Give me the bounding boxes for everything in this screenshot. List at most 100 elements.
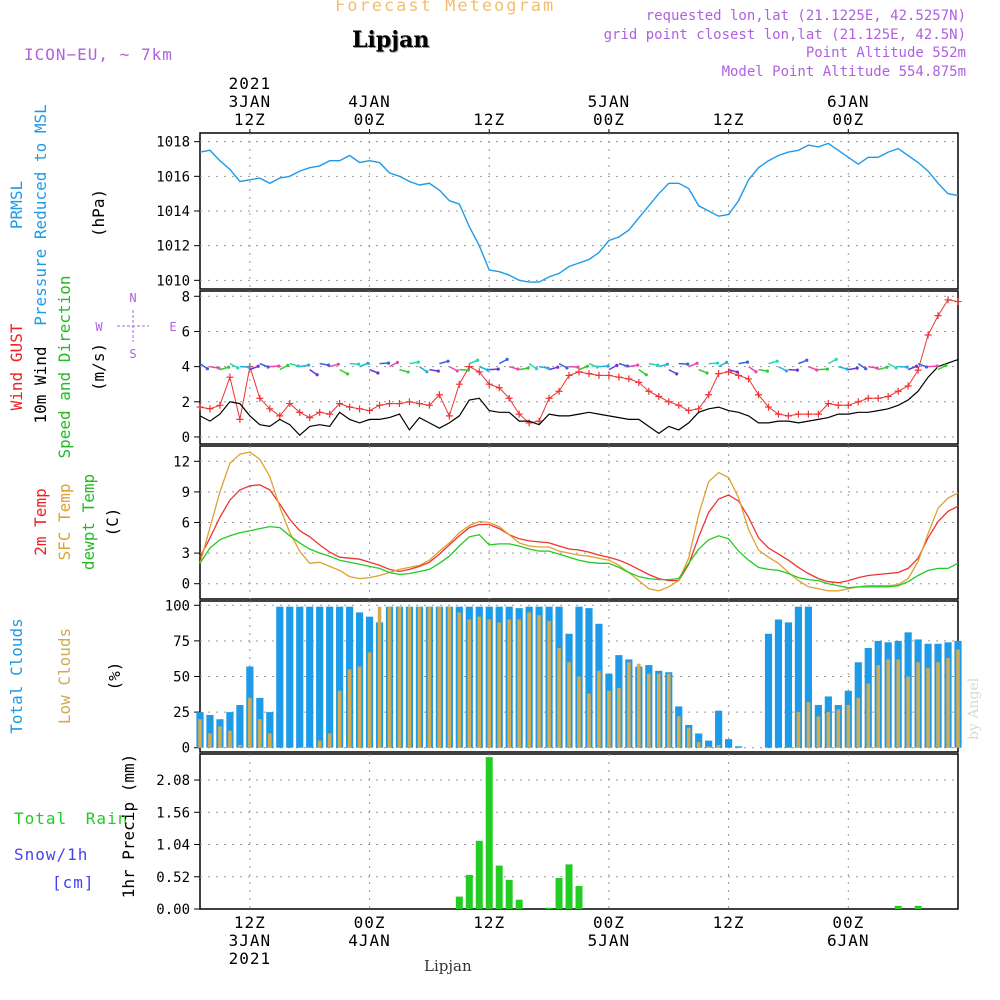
bottom-time-label: 12Z: [713, 913, 745, 932]
wind-panel-frame: [199, 290, 959, 445]
wind-gust-point: [954, 298, 962, 306]
wind-direction-arrowhead: [326, 363, 331, 367]
bottom-time-label: 12Z: [473, 913, 505, 932]
precip-bar: [545, 907, 553, 909]
total-cloud-bar: [206, 714, 214, 748]
low-cloud-bar: [467, 619, 472, 748]
low-cloud-bar: [407, 606, 412, 748]
wind-direction-arrowhead: [724, 360, 729, 364]
compass-s-label: S: [129, 347, 136, 361]
wind-gust-point: [585, 370, 593, 378]
wind-ytick-label: 8: [182, 289, 190, 305]
wind-direction-arrowhead: [376, 371, 380, 375]
low-cloud-bar: [686, 727, 691, 748]
wind-direction-arrowhead: [935, 364, 939, 368]
wind-direction-arrowhead: [455, 369, 459, 373]
compass-e-label: E: [169, 320, 176, 334]
point-altitude: Point Altitude 552m: [805, 45, 966, 61]
precip-bar: [475, 840, 483, 909]
app-title: Forecast Meteogram: [335, 0, 556, 16]
pressure-ytick-label: 1012: [156, 239, 190, 255]
wind-direction-arrowhead: [606, 364, 610, 368]
wind-gust-point: [874, 394, 882, 402]
wind-direction-arrowhead: [644, 373, 648, 377]
low-cloud-bar: [327, 733, 332, 748]
wind-gust-point: [784, 412, 792, 420]
total-cloud-bar: [585, 608, 593, 748]
wind-direction-arrowhead: [296, 364, 301, 368]
bottom-time-label: 00Z: [593, 913, 625, 932]
low-cloud-bar: [656, 673, 661, 748]
pressure-axis-label: Pressure Reduced to MSL: [31, 104, 50, 326]
temperature-ytick-label: 6: [182, 516, 190, 532]
wind-gust-point: [655, 393, 663, 401]
wind-direction-arrowhead: [236, 366, 240, 370]
wind-direction-arrowhead: [386, 361, 391, 365]
clouds-axis-label: Low Clouds: [55, 628, 74, 724]
low-cloud-bar: [557, 648, 561, 748]
wind-axis-label: (m/s): [89, 343, 108, 391]
wind-gust-point: [485, 380, 493, 388]
low-cloud-bar: [826, 712, 831, 748]
wind-gust-point: [425, 401, 433, 409]
wind-gust-point: [415, 400, 423, 408]
wind-gust-point: [884, 393, 892, 401]
wind-gust-point: [326, 410, 334, 418]
wind-direction-arrowhead: [526, 366, 530, 370]
pressure-line: [199, 142, 959, 283]
wind-direction-arrowhead: [247, 365, 251, 369]
wind-gust-point: [206, 405, 214, 413]
bottom-time-label: 12Z: [234, 913, 266, 932]
wind-direction-arrowhead: [656, 363, 660, 367]
wind-direction-arrowhead: [914, 364, 919, 368]
temperature-ytick-label: 9: [182, 485, 190, 501]
pressure-ytick-label: 1016: [156, 169, 190, 185]
total-cloud-bar: [326, 606, 334, 748]
wind-direction-arrowhead: [944, 363, 948, 367]
temperature-ytick-label: 3: [182, 546, 190, 562]
wind-direction-arrowhead: [894, 366, 898, 370]
low-cloud-bar: [218, 726, 222, 748]
precipitation-ytick-label: 2.08: [156, 773, 190, 789]
legend-snow: Snow/1h: [14, 845, 89, 864]
wind-direction-arrowhead: [636, 363, 640, 367]
low-cloud-bar: [537, 615, 541, 748]
wind-ytick-label: 0: [182, 430, 190, 446]
wind-gust-point: [505, 394, 513, 402]
wind-direction-arrowhead: [217, 366, 221, 370]
top-time-label: 12Z: [473, 110, 505, 129]
wind-gust-point: [395, 400, 403, 408]
wind-speed-line: [199, 359, 959, 437]
legend-total-rain: Total Rain: [14, 809, 129, 828]
bottom-time-label: 00Z: [832, 913, 864, 932]
wind-gust-point: [914, 366, 922, 374]
low-cloud-bar: [527, 612, 531, 748]
wind-axis-label: 10m Wind: [31, 346, 50, 423]
bottom-time-label: 00Z: [354, 913, 386, 932]
wind-direction-arrowhead: [834, 357, 838, 361]
total-cloud-bar: [336, 606, 344, 748]
wind-direction-arrowhead: [227, 365, 231, 369]
wind-ytick-label: 2: [182, 395, 190, 411]
wind-direction-arrowhead: [775, 359, 779, 363]
total-cloud-bar: [705, 740, 713, 748]
temperature-ytick-label: 0: [182, 577, 190, 593]
low-cloud-bar: [357, 666, 362, 748]
wind-gust-point: [904, 382, 912, 390]
low-cloud-bar: [716, 744, 721, 748]
total-cloud-bar: [695, 733, 703, 748]
wind-direction-arrowhead: [436, 369, 440, 373]
low-cloud-bar: [497, 622, 502, 748]
low-cloud-bar: [587, 693, 591, 748]
wind-gust-point: [665, 398, 673, 406]
precip-bar: [555, 878, 563, 909]
wind-gust-point: [495, 384, 503, 392]
wind-direction-arrowhead: [875, 366, 879, 370]
low-cloud-bar: [647, 673, 651, 748]
wind-gust-point: [824, 400, 832, 408]
low-cloud-bar: [906, 676, 910, 748]
low-cloud-bar: [706, 746, 711, 748]
wind-gust-point: [695, 405, 703, 413]
precip-bar: [505, 879, 513, 909]
wind-gust-point: [376, 401, 384, 409]
